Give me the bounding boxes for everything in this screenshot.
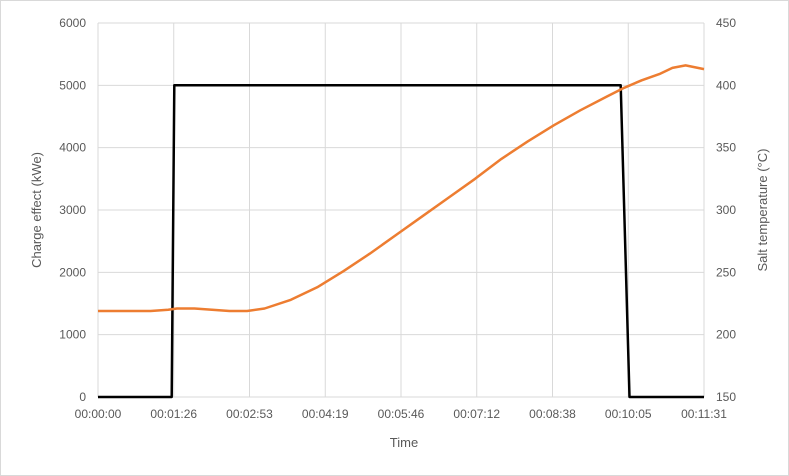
x-axis-tick-label: 00:08:38 [529,407,576,421]
left-axis-tick-label: 6000 [59,16,86,30]
x-axis-ticks: 00:00:00 00:01:26 00:02:53 00:04:19 00:05:46… [75,407,728,421]
right-axis-tick-label: 450 [716,16,736,30]
right-axis-tick-label: 400 [716,78,736,92]
left-axis-tick-label: 0 [79,390,86,404]
left-axis-title: Charge effect (kWe) [29,152,44,268]
salt-temperature-line [98,64,705,313]
x-axis-tick-label: 00:01:26 [150,407,197,421]
x-axis-title: Time [390,435,418,450]
x-axis-tick-label: 00:00:00 [75,407,122,421]
x-axis-tick-label: 00:05:46 [378,407,425,421]
right-axis-tick-label: 150 [716,390,736,404]
x-axis-tick-label: 00:10:05 [605,407,652,421]
left-axis-tick-label: 1000 [59,328,86,342]
x-axis-tick-label: 00:11:31 [681,407,727,421]
left-axis-tick-label: 4000 [59,141,86,155]
right-axis-tick-label: 200 [716,328,736,342]
left-axis-tick-label: 3000 [59,203,86,217]
right-axis-tick-label: 350 [716,141,736,155]
x-axis-tick-label: 00:04:19 [302,407,349,421]
charge-effect-line [98,84,704,399]
gridlines [97,22,705,398]
x-axis-tick-label: 00:02:53 [226,407,273,421]
series-lines [98,64,705,399]
left-axis-tick-label: 5000 [59,78,86,92]
right-axis-tick-label: 300 [716,203,736,217]
right-axis-tick-label: 250 [716,265,736,279]
x-axis-tick-label: 00:07:12 [453,407,500,421]
left-axis-ticks: 0 1000 2000 3000 4000 5000 6000 [59,16,86,404]
right-axis-title: Salt temperature (°C) [755,149,770,272]
right-axis-ticks: 150 200 250 300 350 400 450 [716,16,736,404]
left-axis-tick-label: 2000 [59,265,86,279]
